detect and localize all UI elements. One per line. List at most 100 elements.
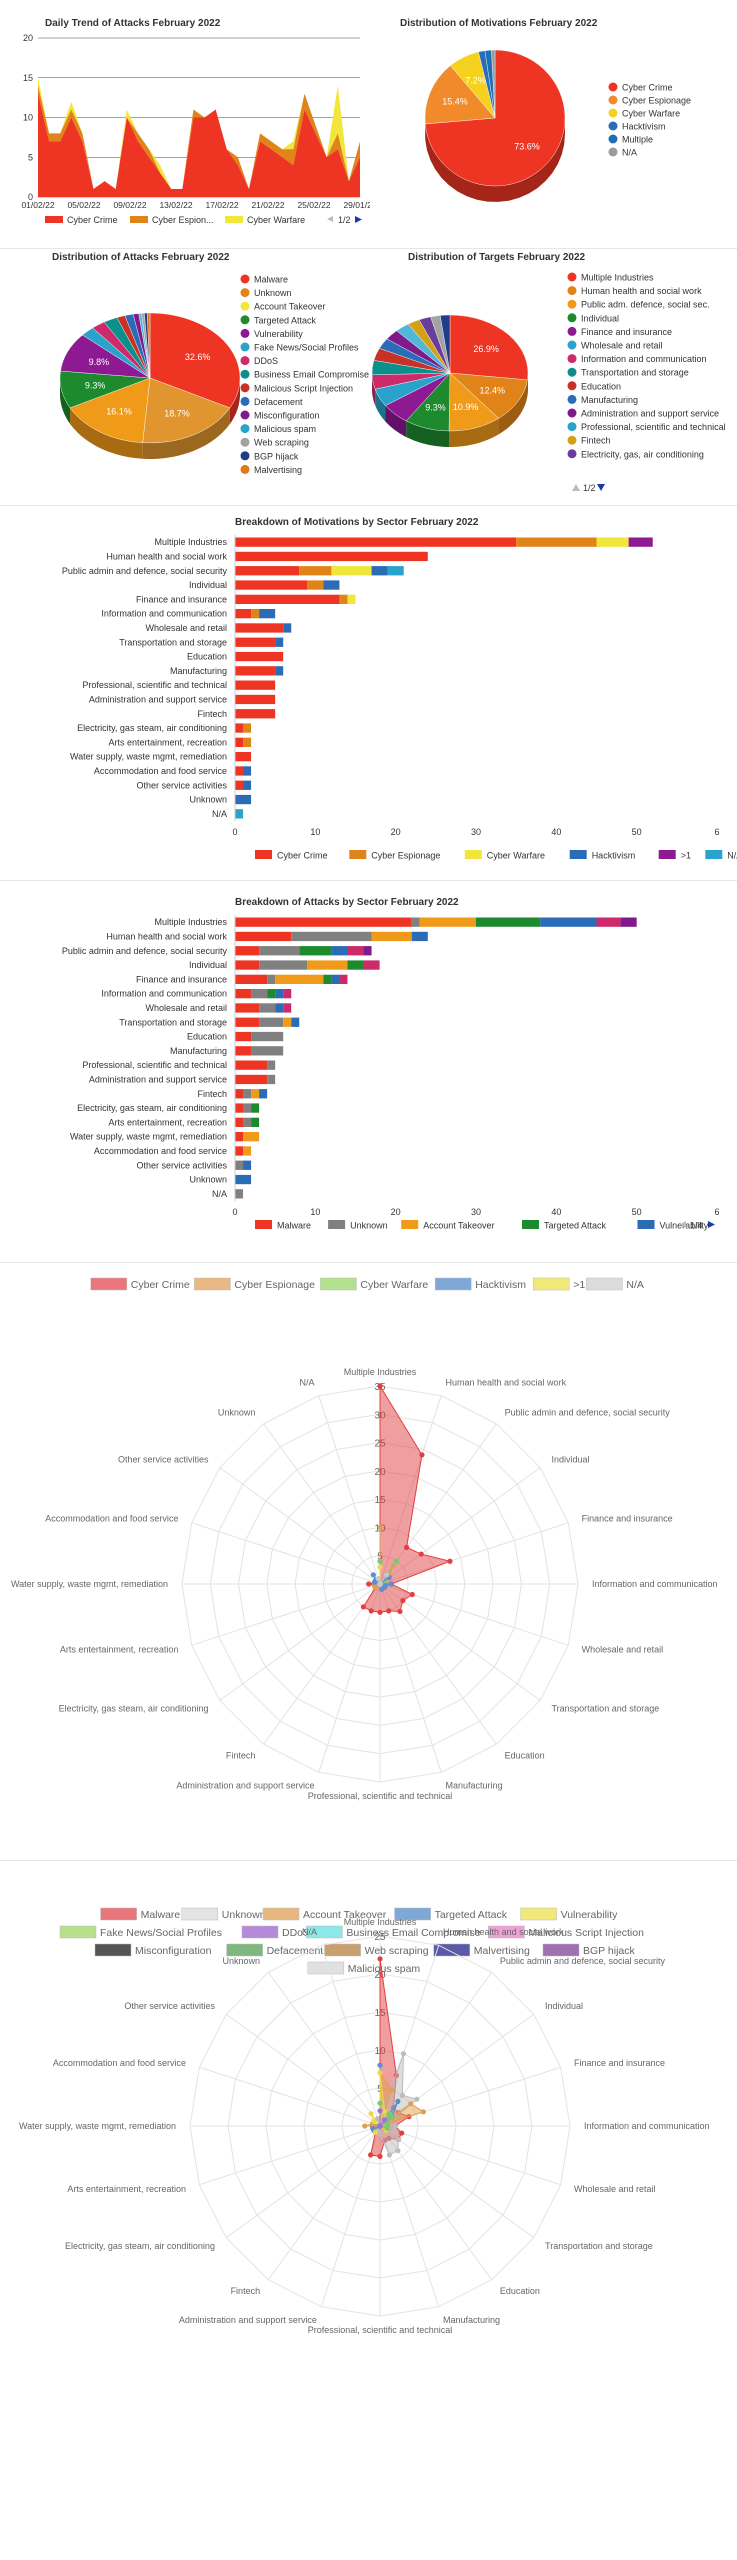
bar-segment[interactable] [347, 594, 356, 604]
bar-segment[interactable] [596, 537, 629, 547]
bar-segment[interactable] [235, 946, 260, 956]
bar-segment[interactable] [235, 680, 276, 690]
bar-segment[interactable] [235, 666, 276, 676]
bar-segment[interactable] [235, 1017, 260, 1027]
bar-segment[interactable] [235, 809, 244, 819]
radar-point[interactable] [389, 2114, 395, 2120]
bar-segment[interactable] [267, 1060, 276, 1070]
bar-segment[interactable] [411, 917, 420, 927]
bar-segment[interactable] [476, 917, 541, 927]
bar-segment[interactable] [283, 989, 292, 999]
bar-segment[interactable] [331, 974, 340, 984]
radar-point[interactable] [377, 1956, 383, 1962]
bar-segment[interactable] [251, 989, 268, 999]
radar-point[interactable] [371, 2118, 377, 2125]
radar-point[interactable] [375, 1576, 381, 1582]
bar-segment[interactable] [371, 931, 412, 942]
legend-swatch[interactable] [324, 1943, 361, 1957]
radar-point[interactable] [400, 1598, 406, 1604]
bar-segment[interactable] [235, 1046, 252, 1056]
bar-segment[interactable] [299, 566, 332, 576]
legend-label[interactable]: Account Takeover [303, 1909, 387, 1921]
bar-segment[interactable] [235, 637, 276, 647]
legend-swatch[interactable] [241, 1925, 279, 1939]
pie-slice[interactable] [449, 314, 529, 381]
bar-segment[interactable] [620, 917, 637, 927]
bar-segment[interactable] [299, 946, 332, 956]
legend-swatch[interactable] [532, 1277, 570, 1291]
legend-label[interactable]: N/A [626, 1279, 644, 1291]
legend-label[interactable]: DDoS [282, 1927, 310, 1939]
bar-segment[interactable] [596, 917, 621, 927]
radar-point[interactable] [409, 1591, 415, 1598]
bar-segment[interactable] [251, 1089, 260, 1099]
bar-segment[interactable] [371, 566, 388, 576]
legend-swatch[interactable] [59, 1925, 97, 1939]
bar-segment[interactable] [339, 594, 348, 604]
legend-swatch[interactable] [320, 1277, 357, 1291]
bar-segment[interactable] [235, 566, 300, 576]
radar-point[interactable] [399, 2092, 405, 2098]
bar-segment[interactable] [259, 1003, 276, 1013]
bar-segment[interactable] [331, 566, 372, 576]
bar-segment[interactable] [235, 917, 412, 927]
radar-point[interactable] [408, 2101, 414, 2107]
radar-point[interactable] [368, 2152, 374, 2158]
radar-point[interactable] [395, 2136, 402, 2143]
prev-page-icon[interactable] [572, 484, 580, 491]
bar-segment[interactable] [235, 1174, 252, 1185]
bar-segment[interactable] [251, 1103, 260, 1113]
radar-point[interactable] [400, 2051, 407, 2057]
radar-point[interactable] [418, 1551, 424, 1557]
pie-slice[interactable] [149, 312, 241, 409]
legend-swatch[interactable] [520, 1907, 557, 1921]
bar-segment[interactable] [259, 960, 308, 970]
radar-point[interactable] [386, 1608, 392, 1614]
radar-point[interactable] [377, 1558, 383, 1564]
next-page-icon[interactable] [355, 216, 362, 223]
bar-segment[interactable] [235, 1031, 252, 1042]
legend-label[interactable]: Web scraping [365, 1945, 429, 1957]
bar-segment[interactable] [235, 723, 244, 733]
bar-segment[interactable] [243, 1089, 252, 1099]
legend-label[interactable]: Fake News/Social Profiles [100, 1927, 222, 1939]
bar-segment[interactable] [347, 946, 364, 956]
radar-point[interactable] [420, 2109, 426, 2115]
radar-point[interactable] [360, 1604, 366, 1610]
bar-segment[interactable] [235, 974, 268, 984]
bar-segment[interactable] [235, 537, 517, 547]
legend-label[interactable]: Cyber Espionage [234, 1279, 315, 1291]
bar-segment[interactable] [235, 609, 252, 619]
bar-segment[interactable] [251, 1117, 260, 1127]
bar-segment[interactable] [235, 960, 260, 970]
legend-label[interactable]: BGP hijack [583, 1945, 635, 1957]
bar-segment[interactable] [267, 974, 276, 984]
legend-swatch[interactable] [306, 1925, 343, 1939]
bar-segment[interactable] [275, 637, 284, 647]
radar-point[interactable] [366, 1581, 372, 1587]
bar-segment[interactable] [283, 1017, 292, 1027]
bar-segment[interactable] [235, 551, 428, 562]
bar-segment[interactable] [235, 694, 276, 705]
bar-segment[interactable] [235, 1074, 268, 1085]
legend-swatch[interactable] [94, 1943, 132, 1957]
bar-segment[interactable] [323, 974, 332, 984]
bar-segment[interactable] [331, 946, 348, 956]
legend-label[interactable]: Malvertising [474, 1945, 530, 1957]
bar-segment[interactable] [411, 931, 428, 942]
bar-segment[interactable] [628, 537, 653, 547]
bar-segment[interactable] [235, 989, 252, 999]
bar-segment[interactable] [387, 566, 404, 576]
radar-point[interactable] [372, 2129, 379, 2135]
bar-segment[interactable] [235, 1089, 244, 1099]
bar-segment[interactable] [235, 737, 244, 747]
bar-segment[interactable] [235, 1117, 244, 1127]
bar-segment[interactable] [243, 766, 252, 776]
pie-slice[interactable] [424, 65, 496, 125]
legend-swatch[interactable] [194, 1277, 231, 1291]
legend-swatch[interactable] [100, 1907, 137, 1921]
legend-swatch[interactable] [488, 1925, 525, 1939]
radar-point[interactable] [377, 1564, 383, 1570]
bar-segment[interactable] [235, 651, 284, 662]
prev-page-icon[interactable] [680, 1221, 686, 1228]
